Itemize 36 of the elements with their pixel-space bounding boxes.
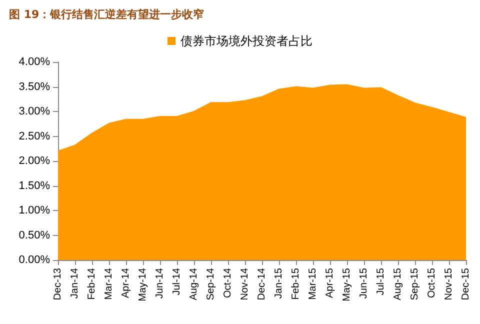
y-tick-label: 2.50%: [18, 130, 50, 142]
x-tick-label: Feb-14: [86, 268, 98, 300]
x-tick-label: Jan-15: [274, 268, 284, 299]
x-tick-label: May-15: [342, 268, 352, 302]
x-tick-label: Mar-14: [104, 268, 114, 300]
y-tick-label: 4.00%: [18, 56, 50, 68]
x-tick-label: Nov-15: [444, 268, 454, 300]
y-tick-label: 2.00%: [18, 155, 50, 167]
x-tick-label: Aug-15: [392, 268, 404, 300]
x-tick-label: Sep-15: [410, 268, 420, 300]
x-tick-label: Jun-15: [358, 268, 370, 299]
x-tick-label: Dec-14: [256, 268, 268, 300]
x-tick-label: Oct-15: [426, 268, 438, 298]
x-tick-label: Sep-14: [206, 268, 216, 300]
chart-title: 图 19：银行结售汇逆差有望进一步收窄: [9, 8, 204, 21]
x-tick-label: Feb-15: [290, 268, 302, 300]
x-tick-label: May-14: [138, 268, 148, 302]
y-tick-label: 3.00%: [18, 106, 50, 118]
x-tick-label: Dec-13: [52, 268, 64, 300]
y-tick-label: 0.00%: [18, 254, 50, 266]
x-tick-label: Jul-14: [172, 268, 182, 296]
y-tick-label: 1.00%: [18, 204, 50, 216]
x-tick-label: Apr-15: [324, 268, 336, 298]
x-tick-label: Apr-14: [120, 268, 132, 298]
y-tick-label: 1.50%: [18, 180, 50, 192]
x-tick-label: Jul-15: [376, 268, 386, 296]
legend-label: 债券市场境外投资者占比: [180, 34, 312, 48]
x-tick-label: Oct-14: [222, 268, 234, 298]
x-tick-label: Dec-15: [460, 268, 472, 300]
y-tick-label: 0.50%: [18, 229, 50, 242]
y-tick-label: 3.50%: [18, 80, 50, 93]
x-tick-label: Jun-14: [154, 268, 166, 299]
x-tick-label: Mar-15: [308, 268, 318, 300]
x-tick-label: Nov-14: [240, 268, 250, 300]
x-tick-label: Jan-14: [70, 268, 80, 299]
x-tick-label: Aug-14: [188, 268, 200, 300]
